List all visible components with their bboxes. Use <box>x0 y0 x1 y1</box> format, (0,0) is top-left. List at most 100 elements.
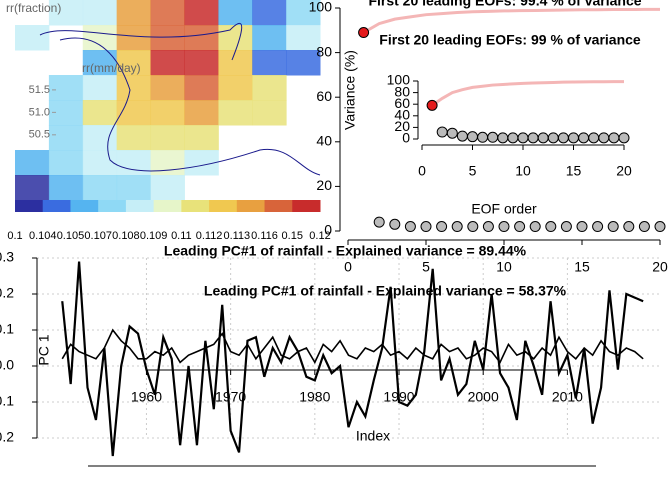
colorbar-label: 0.105 <box>57 230 85 242</box>
map-cell <box>116 0 152 26</box>
eof-point <box>436 126 448 138</box>
x-axis-label: Index <box>356 428 390 444</box>
map-cell <box>48 175 84 201</box>
map-cell <box>184 125 219 151</box>
map-cell <box>150 150 185 176</box>
map-cell <box>184 100 219 126</box>
map-cell <box>252 50 287 76</box>
map-cell <box>15 25 50 51</box>
x-tick-label: 0 <box>344 259 352 275</box>
pc-line <box>61 328 644 365</box>
colorbar-label: 0.113 <box>223 230 250 242</box>
lat-tick-label: 51.0 <box>29 106 50 118</box>
map-cell <box>116 175 152 201</box>
map-cell <box>82 175 118 201</box>
eof-point <box>487 131 499 143</box>
map-cell <box>116 75 152 101</box>
map-cell <box>82 50 118 76</box>
y-axis-label: PC 1 <box>36 334 52 365</box>
eof-point <box>598 132 610 144</box>
map-cell <box>116 25 152 51</box>
eof-point <box>517 132 529 144</box>
map-cell <box>218 25 253 51</box>
y-tick-label: 0.2 <box>0 285 14 301</box>
eof-point <box>389 218 401 230</box>
x-tick-label: 1970 <box>215 389 246 405</box>
colorbar-swatch <box>70 200 99 212</box>
map-cell <box>218 75 253 101</box>
chart-title: First 20 leading EOFs: 99 % of variance <box>379 32 641 48</box>
map-cell <box>150 100 185 126</box>
colorbar-label: 0.112 <box>196 230 223 242</box>
chart-title: First 20 leading EOFs: 99.4 % of varianc… <box>368 0 641 9</box>
x-axis-label: EOF order <box>471 201 537 217</box>
x-tick-label: 1960 <box>131 389 162 405</box>
colorbar-label: 0.11 <box>171 230 192 242</box>
eof-point <box>404 221 416 233</box>
map-cell <box>116 125 152 151</box>
x-tick-label: 5 <box>469 163 477 179</box>
eof-point <box>623 221 635 233</box>
eof-point <box>654 221 666 233</box>
x-tick-label: 2000 <box>468 389 499 405</box>
y-tick-label: 40 <box>316 133 332 149</box>
map-cell <box>218 50 253 76</box>
eof-point <box>498 221 510 233</box>
map-cell <box>116 150 152 176</box>
y-tick-label: -0.1 <box>0 393 14 409</box>
colorbar-swatch <box>153 200 182 212</box>
eof-point <box>477 131 489 143</box>
map-cell <box>252 0 287 26</box>
eof-point <box>358 27 370 39</box>
eof-point <box>638 221 650 233</box>
x-tick-label: 20 <box>652 259 668 275</box>
colorbar-swatch <box>292 200 321 212</box>
y-tick-label: 0 <box>324 222 332 238</box>
y-tick-label: 60 <box>394 95 410 111</box>
y-tick-label: 60 <box>316 88 332 104</box>
pc-line <box>61 261 644 457</box>
eof-point <box>560 221 572 233</box>
map-cell <box>82 75 118 101</box>
map-label: rr(mm/day) <box>82 61 141 75</box>
map-cell <box>184 50 219 76</box>
colorbar-swatch <box>15 200 44 212</box>
eof-point <box>451 221 463 233</box>
y-tick-label: 0.0 <box>0 357 14 373</box>
x-tick-label: 20 <box>616 163 632 179</box>
eof-point <box>456 130 468 142</box>
eof-point <box>467 221 479 233</box>
map-cell <box>252 25 287 51</box>
y-tick-label: 0.1 <box>0 321 14 337</box>
y-tick-label: 80 <box>394 83 410 99</box>
map-cell <box>150 125 185 151</box>
eof-point <box>507 132 519 144</box>
eof-point <box>592 221 604 233</box>
eof-point <box>568 132 579 144</box>
colorbar-swatch <box>42 200 71 212</box>
map-cell <box>286 25 321 51</box>
eof-point <box>482 221 494 233</box>
x-tick-label: 10 <box>496 259 512 275</box>
y-tick-label: 20 <box>316 177 332 193</box>
map-cell <box>184 25 219 51</box>
map-cell <box>252 100 287 126</box>
map-cell <box>218 100 253 126</box>
map-cell <box>82 0 118 26</box>
colorbar-swatch <box>181 200 210 212</box>
x-tick-label: 0 <box>418 163 426 179</box>
map-cell <box>286 50 321 76</box>
eof-point <box>578 132 590 144</box>
map-cell <box>150 175 185 201</box>
map-cell <box>82 25 118 51</box>
map-cell <box>218 0 253 26</box>
colorbar-swatch <box>98 200 127 212</box>
eof-point <box>576 221 588 233</box>
map-cell <box>150 0 185 26</box>
map-cell <box>286 0 321 26</box>
map-cell <box>82 125 118 151</box>
eof-point <box>420 221 432 233</box>
colorbar-label: 0.104 <box>29 230 57 242</box>
